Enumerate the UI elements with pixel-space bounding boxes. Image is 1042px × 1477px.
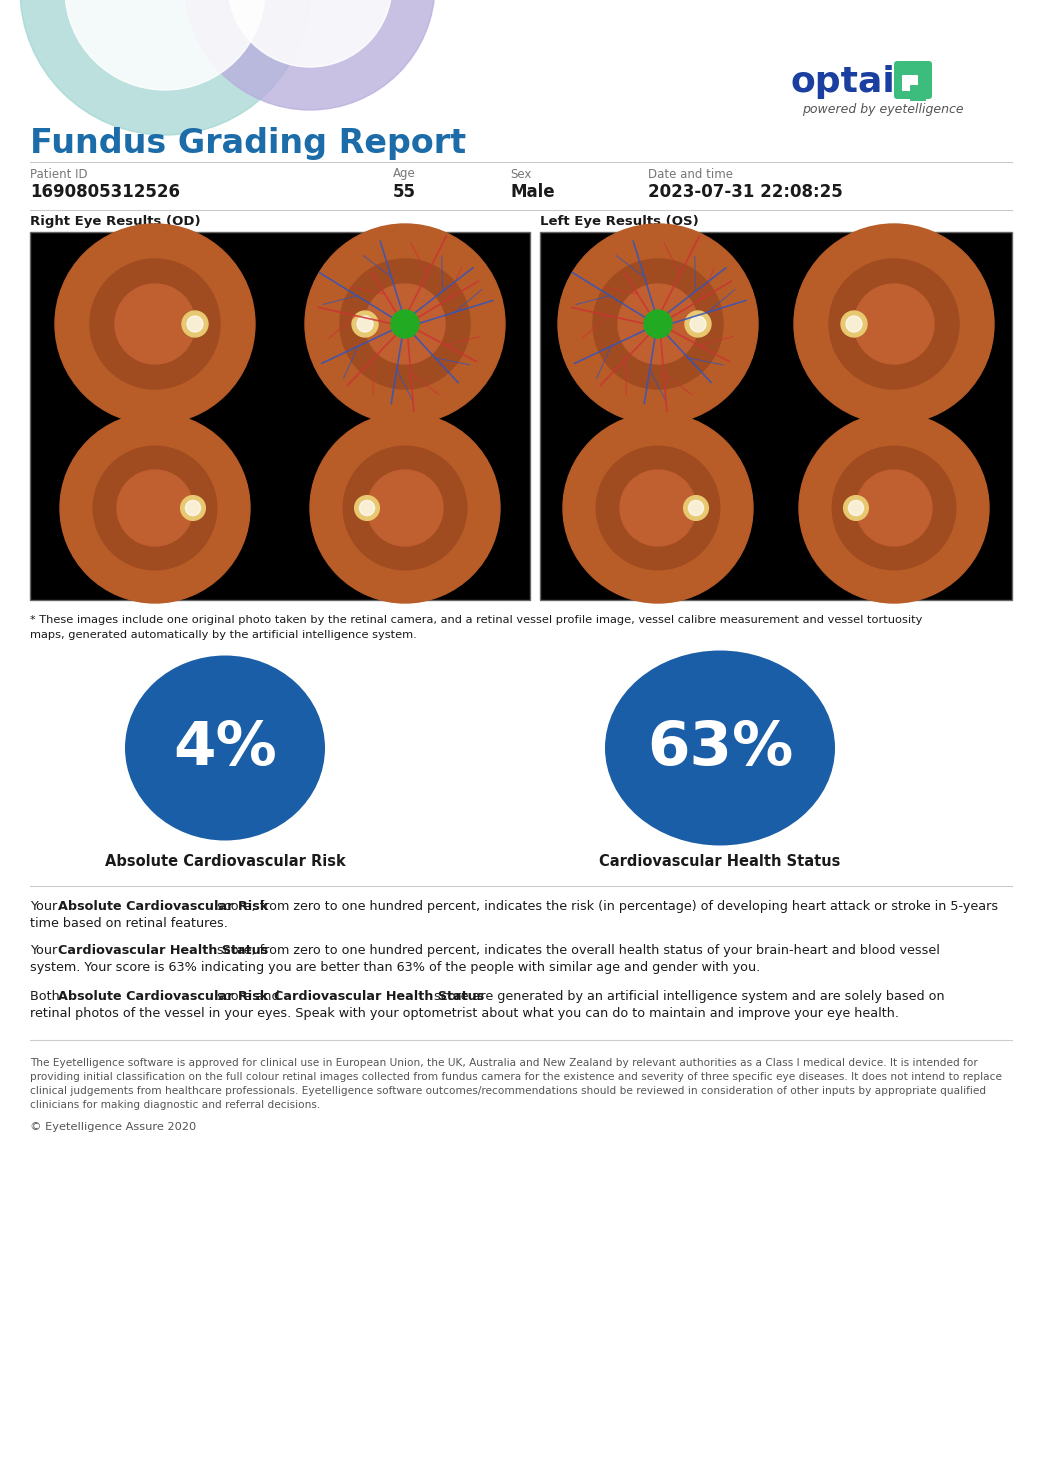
- Text: 1690805312526: 1690805312526: [30, 183, 180, 201]
- Circle shape: [618, 284, 698, 363]
- Circle shape: [644, 310, 672, 338]
- Text: 4%: 4%: [173, 718, 277, 777]
- Circle shape: [305, 225, 505, 424]
- Circle shape: [689, 501, 703, 515]
- Circle shape: [855, 470, 932, 546]
- Bar: [30, 232, 530, 600]
- Circle shape: [185, 0, 435, 109]
- Circle shape: [90, 258, 220, 388]
- Circle shape: [846, 316, 862, 332]
- Circle shape: [593, 258, 723, 388]
- Text: system. Your score is 63% indicating you are better than 63% of the people with : system. Your score is 63% indicating you…: [30, 962, 761, 973]
- FancyBboxPatch shape: [902, 75, 918, 92]
- Circle shape: [352, 312, 378, 337]
- Text: The Eyetelligence software is approved for clinical use in European Union, the U: The Eyetelligence software is approved f…: [30, 1058, 977, 1068]
- Bar: [540, 232, 1012, 600]
- Text: © Eyetelligence Assure 2020: © Eyetelligence Assure 2020: [30, 1123, 196, 1131]
- Text: Your: Your: [30, 944, 61, 957]
- Circle shape: [794, 225, 994, 424]
- Text: Both: Both: [30, 990, 64, 1003]
- Text: 55: 55: [393, 183, 416, 201]
- Circle shape: [391, 310, 419, 338]
- Text: Absolute Cardiovascular Risk: Absolute Cardiovascular Risk: [104, 855, 345, 870]
- Circle shape: [684, 496, 709, 520]
- Circle shape: [841, 312, 867, 337]
- Circle shape: [185, 501, 201, 515]
- Text: Cardiovascular Health Status: Cardiovascular Health Status: [57, 944, 268, 957]
- Text: score, from zero to one hundred percent, indicates the risk (in percentage) of d: score, from zero to one hundred percent,…: [214, 899, 998, 913]
- Text: Male: Male: [510, 183, 554, 201]
- Circle shape: [359, 501, 375, 515]
- Circle shape: [365, 284, 445, 363]
- Text: * These images include one original photo taken by the retinal camera, and a ret: * These images include one original phot…: [30, 614, 922, 625]
- Text: optain: optain: [790, 65, 920, 99]
- Text: Sex: Sex: [510, 167, 531, 180]
- Text: Fundus Grading Report: Fundus Grading Report: [30, 127, 466, 160]
- Text: score are generated by an artificial intelligence system and are solely based on: score are generated by an artificial int…: [429, 990, 944, 1003]
- Circle shape: [93, 446, 217, 570]
- Text: providing initial classification on the full colour retinal images collected fro: providing initial classification on the …: [30, 1072, 1002, 1083]
- Circle shape: [55, 225, 255, 424]
- Text: Patient ID: Patient ID: [30, 167, 88, 180]
- Text: Your: Your: [30, 899, 61, 913]
- Text: time based on retinal features.: time based on retinal features.: [30, 917, 228, 931]
- Circle shape: [685, 312, 711, 337]
- Circle shape: [844, 496, 868, 520]
- Text: Age: Age: [393, 167, 416, 180]
- Ellipse shape: [605, 650, 835, 845]
- Ellipse shape: [125, 656, 325, 840]
- Text: Date and time: Date and time: [648, 167, 733, 180]
- Circle shape: [60, 414, 250, 603]
- Circle shape: [311, 414, 500, 603]
- Circle shape: [354, 496, 379, 520]
- FancyBboxPatch shape: [910, 86, 926, 100]
- Circle shape: [20, 0, 311, 134]
- Circle shape: [620, 470, 696, 546]
- Text: clinical judgements from healthcare professionals. Eyetelligence software outcom: clinical judgements from healthcare prof…: [30, 1086, 986, 1096]
- Circle shape: [357, 316, 373, 332]
- Text: Absolute Cardiovascular Risk: Absolute Cardiovascular Risk: [57, 990, 268, 1003]
- FancyBboxPatch shape: [894, 61, 932, 99]
- Text: powered by eyetelligence: powered by eyetelligence: [802, 103, 964, 117]
- Circle shape: [690, 316, 706, 332]
- Circle shape: [829, 258, 959, 388]
- Text: 2023-07-31 22:08:25: 2023-07-31 22:08:25: [648, 183, 843, 201]
- Circle shape: [228, 0, 392, 66]
- Circle shape: [596, 446, 720, 570]
- Circle shape: [340, 258, 470, 388]
- Text: Right Eye Results (OD): Right Eye Results (OD): [30, 216, 201, 229]
- Text: 63%: 63%: [647, 718, 793, 777]
- Text: Cardiovascular Health Status: Cardiovascular Health Status: [599, 855, 841, 870]
- Circle shape: [833, 446, 956, 570]
- Text: clinicians for making diagnostic and referral decisions.: clinicians for making diagnostic and ref…: [30, 1100, 320, 1111]
- Text: Left Eye Results (OS): Left Eye Results (OS): [540, 216, 699, 229]
- Text: score, from zero to one hundred percent, indicates the overall health status of : score, from zero to one hundred percent,…: [214, 944, 940, 957]
- Circle shape: [367, 470, 443, 546]
- Circle shape: [180, 496, 205, 520]
- Circle shape: [854, 284, 934, 363]
- Text: Absolute Cardiovascular Risk: Absolute Cardiovascular Risk: [57, 899, 268, 913]
- Circle shape: [799, 414, 989, 603]
- Circle shape: [117, 470, 193, 546]
- Circle shape: [343, 446, 467, 570]
- Circle shape: [182, 312, 208, 337]
- Circle shape: [559, 225, 758, 424]
- Circle shape: [115, 284, 195, 363]
- Text: score and: score and: [214, 990, 283, 1003]
- Circle shape: [65, 0, 265, 90]
- Text: Cardiovascular Health Status: Cardiovascular Health Status: [274, 990, 485, 1003]
- Circle shape: [187, 316, 203, 332]
- Text: retinal photos of the vessel in your eyes. Speak with your optometrist about wha: retinal photos of the vessel in your eye…: [30, 1007, 899, 1021]
- Text: maps, generated automatically by the artificial intelligence system.: maps, generated automatically by the art…: [30, 631, 417, 640]
- Circle shape: [848, 501, 864, 515]
- Circle shape: [563, 414, 753, 603]
